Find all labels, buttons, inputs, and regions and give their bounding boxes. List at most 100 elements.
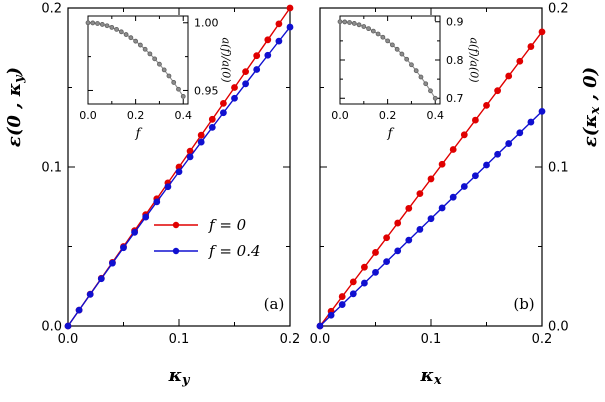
series-marker xyxy=(428,88,433,94)
series-marker xyxy=(413,68,419,74)
series-marker xyxy=(494,150,502,158)
series-marker xyxy=(152,56,158,62)
series-marker xyxy=(383,258,391,266)
series-marker xyxy=(516,57,524,65)
series-marker xyxy=(349,278,357,286)
series-marker xyxy=(338,301,346,308)
series-marker xyxy=(380,34,386,40)
inset-b-frame xyxy=(339,15,441,105)
inset-b-y-tick-label: 0.9 xyxy=(446,16,464,29)
series-marker xyxy=(164,183,172,191)
series-marker xyxy=(104,23,110,29)
series-marker xyxy=(337,19,343,25)
series-marker xyxy=(97,275,105,283)
series-marker xyxy=(176,86,181,92)
ylabel-a-pre: ε(0 , κ xyxy=(4,82,25,148)
series-marker xyxy=(427,175,435,183)
series-marker xyxy=(423,81,429,87)
series-marker xyxy=(186,153,194,161)
panel-a-y-tick-label: 0.0 xyxy=(41,320,62,335)
inset-a-y-axis-title: a(f)/a(0) xyxy=(219,37,233,83)
series-marker xyxy=(264,36,272,44)
panel-b-plot: 0.0 0.1 0.20.00.10.2 xyxy=(310,2,569,347)
legend-sample-blue xyxy=(154,247,198,255)
series-marker xyxy=(90,20,96,26)
series-marker xyxy=(86,290,94,298)
panel-b-y-axis-title: ε(κx , 0) xyxy=(580,67,602,147)
panel-b-series-0 xyxy=(316,28,546,330)
legend: f = 0 f = 0.4 xyxy=(152,212,261,264)
legend-sample-red xyxy=(154,221,198,229)
series-marker xyxy=(128,35,134,41)
series-marker xyxy=(171,80,177,85)
series-marker xyxy=(405,236,413,244)
panel-b-y-tick-label: 0.0 xyxy=(548,320,569,335)
series-marker xyxy=(366,26,371,32)
series-marker xyxy=(404,56,410,62)
ylabel-b-post: , 0) xyxy=(580,66,601,107)
series-marker xyxy=(109,24,115,30)
series-marker xyxy=(399,51,405,57)
panel-b-x-tick-label: 0.1 xyxy=(421,332,442,347)
series-marker xyxy=(360,279,368,287)
panel-a-y-tick-label: 0.1 xyxy=(41,161,62,176)
series-marker xyxy=(516,129,524,137)
series-marker xyxy=(347,20,352,25)
series-marker xyxy=(375,31,381,37)
series-marker xyxy=(385,38,391,44)
series-marker xyxy=(471,172,479,180)
series-marker xyxy=(231,84,238,91)
series-marker xyxy=(166,73,172,79)
series-marker xyxy=(208,123,216,131)
ylabel-b-pre: ε(κ xyxy=(580,114,601,148)
series-marker xyxy=(153,198,161,206)
series-marker xyxy=(99,22,105,27)
panel-a-series-1 xyxy=(64,23,294,330)
inset-b-x-tick-label: 0.4 xyxy=(426,109,444,122)
series-marker xyxy=(483,161,490,169)
series-marker xyxy=(361,24,367,29)
panel-a-y-axis-title: ε(0 , κy) xyxy=(4,67,26,147)
panel-a-x-tick-label: 0.0 xyxy=(58,332,79,347)
series-marker xyxy=(405,204,413,212)
panel-b-series-1 xyxy=(316,107,546,330)
series-marker xyxy=(242,80,250,88)
series-marker xyxy=(137,42,143,48)
series-marker xyxy=(356,22,362,28)
inset-b-series-0 xyxy=(337,19,438,101)
series-marker xyxy=(449,193,457,201)
inset-b-x-tick-label: 0.0 xyxy=(331,109,349,122)
series-marker xyxy=(197,131,205,139)
legend-label-f04: f = 0.4 xyxy=(209,242,261,260)
series-marker xyxy=(75,306,83,314)
series-marker xyxy=(527,43,535,50)
series-marker xyxy=(253,52,261,60)
ylabel-a-post: ) xyxy=(4,66,25,76)
legend-marker-blue xyxy=(172,247,180,255)
series-marker xyxy=(286,4,294,12)
inset-a-plot: 0.0 0.2 0.40.95 1.00 xyxy=(79,15,219,122)
series-marker xyxy=(275,37,283,45)
legend-marker-red xyxy=(172,221,180,229)
series-marker xyxy=(460,183,468,190)
panel-b-frame xyxy=(319,7,543,327)
inset-a-x-axis-title: f xyxy=(135,126,141,142)
xlabel-a-sub: y xyxy=(182,372,190,387)
legend-item-f04: f = 0.4 xyxy=(152,238,261,264)
series-marker xyxy=(95,21,100,26)
series-marker xyxy=(231,94,238,102)
series-marker xyxy=(286,23,294,31)
series-marker xyxy=(538,28,546,36)
series-marker xyxy=(197,138,205,146)
series-marker xyxy=(438,160,446,168)
panel-b-x-axis-title: κx xyxy=(420,365,441,387)
legend-item-f0: f = 0 xyxy=(152,212,261,238)
series-marker xyxy=(142,213,150,221)
series-marker xyxy=(494,87,502,95)
series-marker xyxy=(114,26,119,32)
series-marker xyxy=(123,32,129,37)
panel-a-x-tick-label: 0.2 xyxy=(280,332,301,347)
inset-a-x-tick-label: 0.4 xyxy=(174,109,192,122)
panel-a-label: (a) xyxy=(263,295,285,313)
series-marker xyxy=(351,21,357,26)
